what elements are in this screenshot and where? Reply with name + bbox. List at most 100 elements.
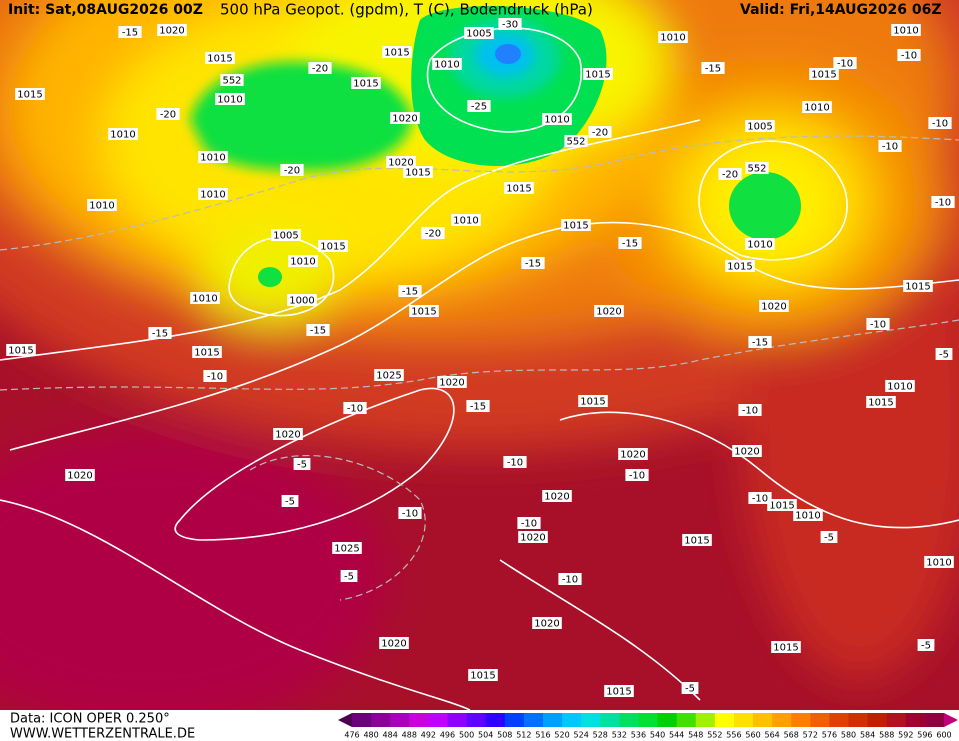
isotherm-label: -5: [285, 497, 295, 508]
isobar-label: 1010: [804, 103, 829, 114]
isobar-label-box: [287, 294, 317, 306]
isobar-label: 1015: [506, 184, 531, 195]
isotherm-label: -5: [921, 641, 931, 652]
isotherm-label-box: [517, 517, 541, 529]
isotherm-label-box: [148, 327, 172, 339]
isobar-label-box: [518, 531, 548, 543]
isotherm-label: -25: [471, 102, 487, 113]
isotherm-label: -15: [152, 329, 168, 340]
isobar-label-box: [578, 395, 608, 407]
isobar-label: 1010: [453, 216, 478, 227]
isobar-label: 1015: [905, 282, 930, 293]
isotherm-label: -15: [705, 64, 721, 75]
colorbar-tick-label: 564: [764, 731, 779, 740]
isobar-label: 1015: [17, 90, 42, 101]
isobar-label: 1020: [734, 447, 759, 458]
isotherm-label: -15: [752, 338, 768, 349]
isobar-label-box: [374, 369, 404, 381]
isobar-label-box: [205, 52, 235, 64]
colorbar-tick-label: 580: [841, 731, 856, 740]
isobar-label-box: [604, 685, 634, 697]
isobar-label-box: [618, 448, 648, 460]
isotherm-label: -5: [344, 572, 354, 583]
isobar-label: 1010: [926, 558, 951, 569]
isobar-label: 1010: [217, 95, 242, 106]
isobar-label: 1015: [470, 671, 495, 682]
isobar-label-box: [903, 280, 933, 292]
isobar-label: 1015: [8, 346, 33, 357]
isobar-label-box: [532, 617, 562, 629]
colorbar-tick-label: 556: [726, 731, 741, 740]
isobar-label: 1015: [563, 221, 588, 232]
colorbar-swatch: [504, 713, 525, 727]
isobar-label: 1015: [384, 48, 409, 59]
colorbar-swatch: [581, 713, 601, 727]
isobar-label: 1020: [392, 114, 417, 125]
isotherm-label-box: [748, 336, 772, 348]
isobar-label-box: [215, 93, 245, 105]
colorbar-tick-label: 592: [898, 731, 913, 740]
isobar-label-box: [192, 346, 222, 358]
isotherm-label: -10: [521, 519, 537, 530]
isobar-label-box: [809, 68, 839, 80]
isobar-label: 1010: [192, 294, 217, 305]
isobar-label-box: [271, 229, 301, 241]
isotherm-label: -10: [402, 509, 418, 520]
isobar-label-box: [403, 166, 433, 178]
isobar-label: 1020: [761, 302, 786, 313]
isotherm-label-box: [935, 348, 953, 360]
isobar-label-box: [288, 255, 318, 267]
isobar-label-box: [409, 305, 439, 317]
isotherm-label-box: [503, 456, 527, 468]
colorbar-tick-label: 572: [803, 731, 818, 740]
isobar-label-box: [561, 219, 591, 231]
isobar-label-box: [437, 376, 467, 388]
isotherm-label: -10: [562, 575, 578, 586]
isotherm-label-box: [718, 168, 742, 180]
isobar-label-box: [6, 344, 36, 356]
isobar-label: 1015: [320, 242, 345, 253]
colorbar-tick-label: 480: [363, 731, 378, 740]
isobar-label: 1015: [580, 397, 605, 408]
isobar-label: 1010: [200, 190, 225, 201]
colorbar-tick-label: 516: [535, 731, 550, 740]
isobar-label-box: [542, 490, 572, 502]
colorbar-tick-label: 540: [650, 731, 665, 740]
isotherm-label-box: [521, 257, 545, 269]
isotherm-label-box: [203, 370, 227, 382]
isotherm-label-box: [421, 227, 445, 239]
isobar-label-box: [332, 542, 362, 554]
isobar-label-box: [542, 113, 572, 125]
valid-time: Valid: Fri,14AUG2026 06Z: [740, 2, 942, 18]
isotherm-label-box: [588, 126, 612, 138]
colorbar-swatch: [924, 713, 945, 727]
colorbar-swatch: [886, 713, 907, 727]
isobar-label-box: [658, 31, 688, 43]
isobar-label-box: [379, 637, 409, 649]
colorbar-tick-label: 536: [631, 731, 646, 740]
isotherm-label-box: [118, 26, 142, 38]
isotherm-label: -10: [347, 404, 363, 415]
isotherm-label-box: [618, 237, 642, 249]
isotherm-label: -20: [312, 64, 328, 75]
isobar-label-box: [564, 135, 588, 147]
isobar-label-box: [220, 74, 244, 86]
isotherm-label: -10: [935, 198, 951, 209]
colorbar-tick-label: 600: [936, 731, 951, 740]
colorbar-tick-label: 544: [669, 731, 684, 740]
isotherm-label-box: [467, 100, 491, 112]
colorbar-swatch: [619, 713, 639, 727]
colorbar-swatch: [848, 713, 869, 727]
isobar-label: 1010: [893, 26, 918, 37]
contour-labels: 1020 1015 552 1010 1015 1010 1010 1010 1010 1005 1…: [6, 18, 955, 698]
isobar-label-box: [87, 199, 117, 211]
isobar-label: 552: [222, 76, 241, 87]
isotherm-label: -20: [722, 170, 738, 181]
isotherm-label: -15: [470, 402, 486, 413]
colorbar-tick-label: 596: [917, 731, 932, 740]
isotherm-label: -15: [525, 259, 541, 270]
isotherm-label: -10: [870, 320, 886, 331]
isotherm-label: -10: [932, 119, 948, 130]
isobar-label: 1005: [466, 29, 491, 40]
